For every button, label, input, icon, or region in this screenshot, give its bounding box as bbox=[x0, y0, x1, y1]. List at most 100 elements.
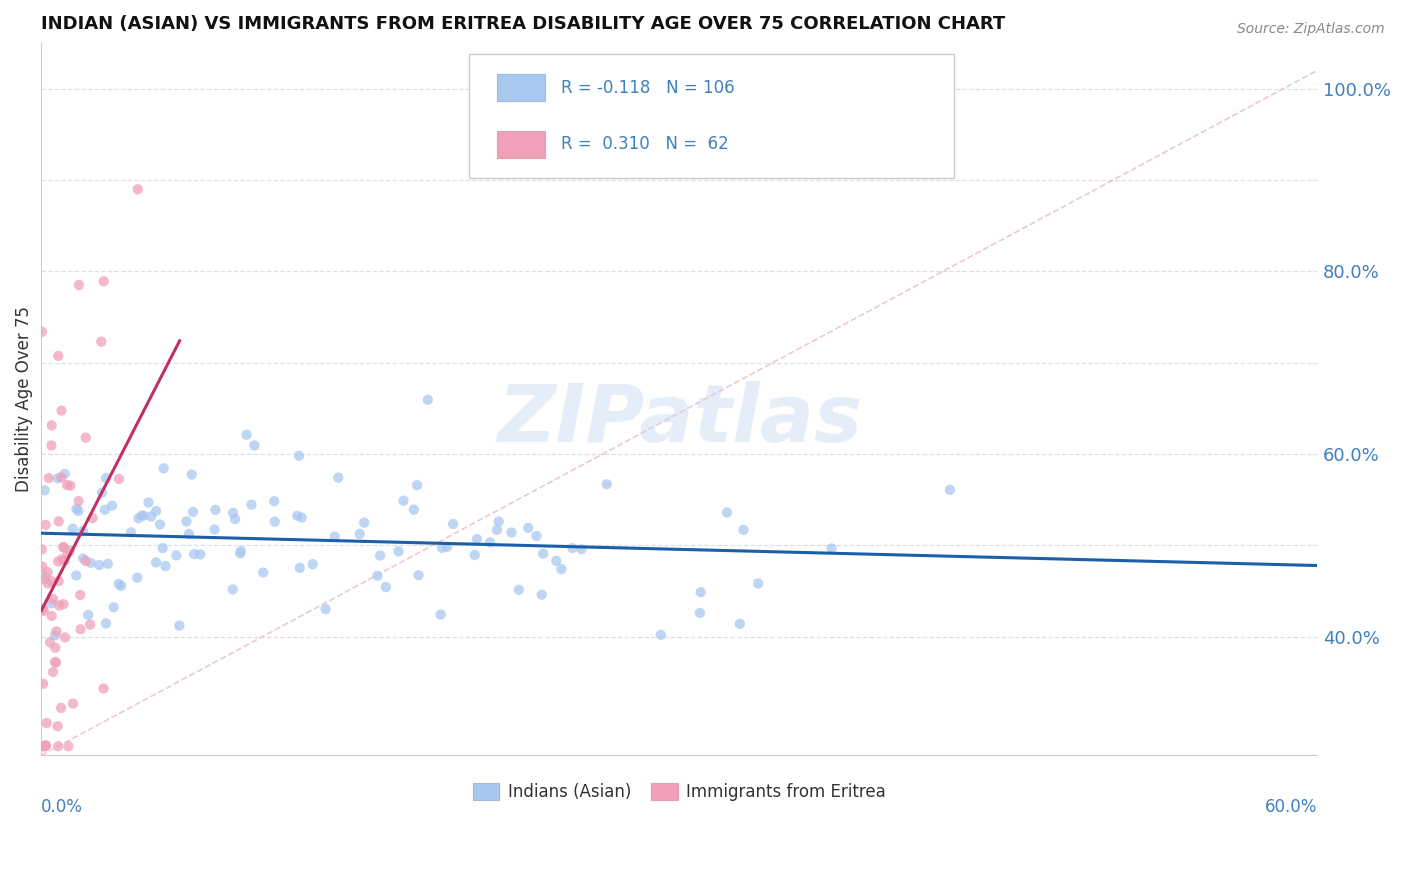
Point bbox=[90, 334, 112, 349]
Point bbox=[488, 515, 510, 529]
Point bbox=[132, 508, 155, 523]
Point bbox=[48, 574, 70, 588]
Point bbox=[650, 628, 672, 642]
Point bbox=[34, 572, 56, 586]
Point bbox=[75, 554, 97, 568]
Point bbox=[517, 521, 540, 535]
Point bbox=[31, 325, 53, 339]
Point bbox=[402, 502, 425, 516]
Point bbox=[38, 471, 60, 485]
Point bbox=[42, 665, 65, 679]
Point bbox=[52, 540, 75, 554]
Point bbox=[79, 556, 101, 570]
Point bbox=[408, 568, 430, 582]
Point bbox=[107, 577, 129, 591]
Point bbox=[728, 616, 751, 631]
Point bbox=[52, 541, 75, 555]
Point bbox=[44, 628, 66, 642]
Point bbox=[374, 580, 396, 594]
Point bbox=[39, 574, 62, 588]
Point bbox=[229, 544, 252, 558]
Point bbox=[91, 485, 114, 500]
FancyBboxPatch shape bbox=[468, 54, 953, 178]
Point bbox=[120, 525, 142, 540]
Point bbox=[531, 547, 554, 561]
Point bbox=[45, 624, 67, 639]
Point bbox=[31, 739, 53, 754]
Point bbox=[149, 517, 172, 532]
Point bbox=[46, 739, 69, 754]
Point bbox=[108, 472, 131, 486]
Point bbox=[152, 541, 174, 555]
Point bbox=[188, 548, 211, 562]
Text: 0.0%: 0.0% bbox=[41, 798, 83, 816]
Point bbox=[34, 739, 56, 754]
Point bbox=[285, 508, 308, 523]
Point bbox=[263, 515, 285, 529]
Point bbox=[94, 616, 117, 631]
Point bbox=[820, 541, 842, 556]
Point bbox=[31, 542, 53, 557]
Point bbox=[53, 467, 76, 481]
Point bbox=[430, 541, 453, 555]
Point bbox=[53, 631, 76, 645]
Point bbox=[41, 609, 63, 624]
Point bbox=[44, 655, 66, 669]
Point bbox=[46, 719, 69, 733]
Point bbox=[485, 523, 508, 537]
Point bbox=[53, 553, 76, 567]
Point bbox=[349, 527, 371, 541]
Point bbox=[181, 505, 204, 519]
Point bbox=[243, 438, 266, 452]
Point bbox=[69, 588, 91, 602]
Point bbox=[67, 504, 90, 518]
Point bbox=[127, 182, 149, 196]
Point bbox=[222, 506, 245, 520]
Point bbox=[155, 559, 177, 574]
Point bbox=[145, 555, 167, 569]
Point bbox=[56, 547, 79, 561]
Y-axis label: Disability Age Over 75: Disability Age Over 75 bbox=[15, 306, 32, 492]
Point bbox=[32, 604, 55, 618]
Point bbox=[183, 547, 205, 561]
Point bbox=[93, 681, 115, 696]
Point bbox=[939, 483, 962, 497]
Text: INDIAN (ASIAN) VS IMMIGRANTS FROM ERITREA DISABILITY AGE OVER 75 CORRELATION CHA: INDIAN (ASIAN) VS IMMIGRANTS FROM ERITRE… bbox=[41, 15, 1005, 33]
Point bbox=[49, 701, 72, 715]
Point bbox=[94, 471, 117, 485]
Point bbox=[72, 551, 94, 566]
Point bbox=[42, 592, 65, 607]
Text: R =  0.310   N =  62: R = 0.310 N = 62 bbox=[561, 135, 728, 153]
Point bbox=[34, 483, 56, 498]
Point bbox=[131, 508, 153, 523]
Text: ZIPatlas: ZIPatlas bbox=[496, 382, 862, 459]
Point bbox=[93, 274, 115, 288]
Point bbox=[392, 493, 415, 508]
Point bbox=[436, 540, 458, 554]
Point bbox=[139, 509, 162, 524]
Point bbox=[46, 554, 69, 568]
Point bbox=[479, 535, 502, 549]
Point bbox=[368, 549, 391, 563]
Point bbox=[59, 543, 82, 558]
Point bbox=[51, 552, 73, 566]
Point bbox=[138, 495, 160, 509]
Point bbox=[165, 549, 187, 563]
Point bbox=[747, 576, 769, 591]
Point bbox=[32, 602, 55, 616]
FancyBboxPatch shape bbox=[496, 130, 546, 158]
Point bbox=[353, 516, 375, 530]
Point bbox=[56, 478, 79, 492]
Point bbox=[79, 617, 101, 632]
Point bbox=[34, 517, 56, 532]
Point bbox=[46, 471, 69, 485]
Point bbox=[288, 561, 311, 575]
Point bbox=[82, 511, 104, 525]
Point bbox=[69, 622, 91, 636]
Point bbox=[689, 606, 711, 620]
Point bbox=[97, 557, 120, 571]
Point bbox=[75, 431, 97, 445]
Point bbox=[416, 392, 439, 407]
Point bbox=[367, 568, 389, 582]
Point bbox=[44, 640, 66, 655]
